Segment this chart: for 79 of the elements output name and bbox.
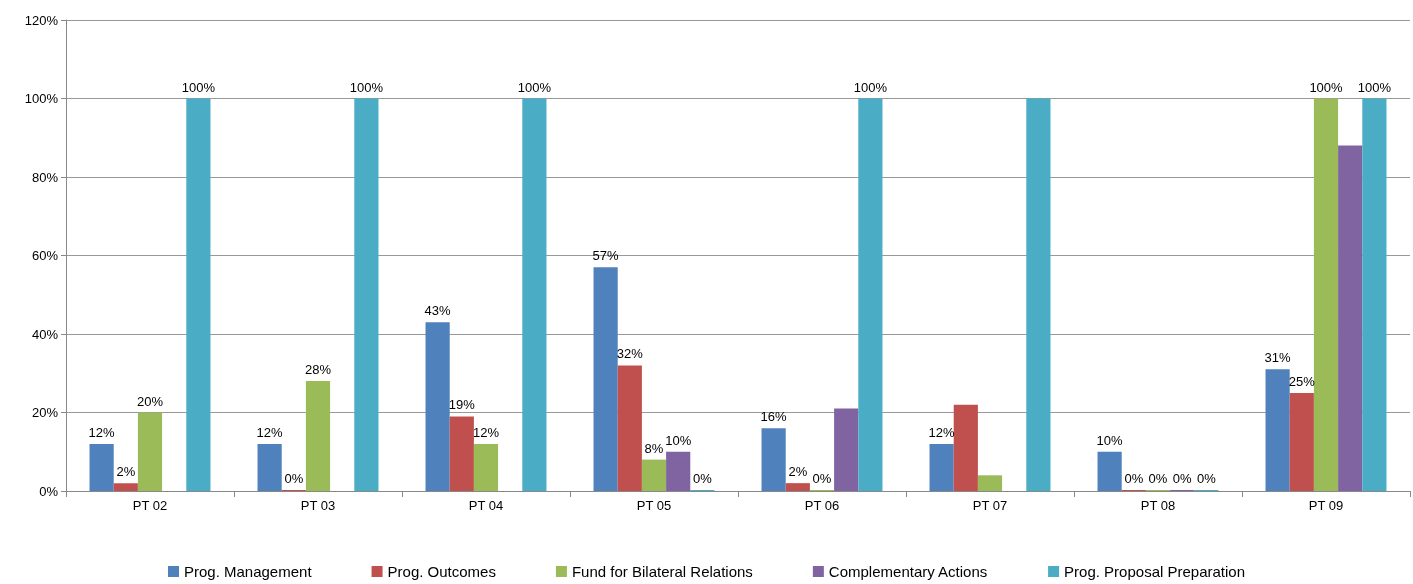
data-label: 100%: [517, 79, 552, 95]
x-tick-label: PT 08: [1140, 498, 1176, 513]
data-label: 16%: [760, 409, 788, 425]
data-label: 0%: [692, 471, 713, 486]
bar: [1265, 369, 1290, 491]
data-label: 28%: [304, 362, 332, 378]
x-tick-label: PT 04: [468, 498, 504, 513]
data-label: 100%: [349, 79, 384, 95]
data-label: 0%: [284, 471, 304, 486]
y-tick-label: 100%: [24, 91, 59, 106]
bar: [929, 443, 954, 491]
bar: [522, 98, 547, 491]
legend-label: Fund for Bilateral Relations: [571, 563, 753, 580]
y-tick-label: 0%: [39, 483, 59, 499]
x-tick-label: PT 06: [804, 498, 840, 513]
x-tick-label: PT 03: [300, 498, 336, 513]
x-tick-label: PT 05: [636, 498, 672, 513]
y-tick-label: 40%: [31, 326, 59, 342]
data-label: 12%: [928, 424, 956, 440]
x-tick-label: PT 09: [1308, 498, 1344, 513]
data-label: 32%: [616, 346, 644, 362]
bar: [1362, 98, 1387, 491]
bar: [257, 443, 282, 491]
legend-label: Prog. Proposal Preparation: [1064, 563, 1246, 580]
bar: [1289, 392, 1314, 491]
data-label: 19%: [448, 397, 476, 413]
x-tick-label: PT 07: [972, 498, 1008, 513]
bar: [666, 451, 691, 491]
data-label: 100%: [181, 79, 216, 95]
data-label: 0%: [1124, 471, 1144, 486]
bar: [305, 381, 331, 491]
data-label: 31%: [1264, 350, 1292, 366]
bar: [425, 322, 450, 491]
bar: [186, 98, 211, 491]
bar: [354, 98, 379, 491]
bar: [1338, 145, 1363, 491]
data-label: 57%: [592, 248, 620, 264]
data-label: 8%: [644, 440, 664, 456]
data-label: 0%: [1148, 471, 1168, 486]
data-label: 10%: [1096, 432, 1124, 448]
data-label: 2%: [788, 464, 808, 480]
bar: [1313, 98, 1339, 491]
bar: [113, 483, 138, 491]
bar: [137, 412, 163, 491]
y-tick-label: 80%: [31, 169, 59, 185]
bar: [473, 443, 499, 491]
bar: [89, 443, 114, 491]
x-tick-label: PT 02: [132, 498, 168, 513]
bar: [834, 408, 859, 491]
legend-label: Prog. Outcomes: [387, 563, 496, 580]
data-label: 0%: [1172, 471, 1193, 486]
bar: [1097, 451, 1122, 491]
data-label: 20%: [136, 393, 164, 409]
data-label: 10%: [665, 432, 692, 448]
data-label: 2%: [116, 464, 136, 480]
bar: [1026, 98, 1051, 491]
bar: [858, 98, 883, 491]
legend-label: Complementary Actions: [828, 563, 988, 580]
bar: [449, 416, 474, 491]
legend-label: Prog. Management: [183, 563, 313, 580]
bar: [977, 475, 1003, 491]
data-label: 43%: [424, 303, 452, 319]
y-tick-label: 20%: [31, 405, 59, 420]
bar: [641, 459, 667, 491]
data-label: 12%: [256, 424, 284, 440]
y-tick-label: 120%: [24, 12, 59, 28]
data-label: 0%: [812, 471, 832, 486]
data-label: 100%: [1309, 79, 1344, 95]
bar: [785, 483, 810, 491]
data-label: 12%: [88, 424, 116, 440]
data-label: 0%: [1196, 471, 1217, 486]
bar: [617, 365, 642, 491]
bar: [593, 267, 618, 491]
bar: [761, 428, 786, 491]
bar: [953, 404, 978, 491]
data-label: 12%: [472, 424, 500, 440]
y-tick-label: 60%: [31, 248, 59, 263]
data-label: 100%: [1357, 79, 1392, 95]
data-label: 100%: [853, 79, 888, 95]
